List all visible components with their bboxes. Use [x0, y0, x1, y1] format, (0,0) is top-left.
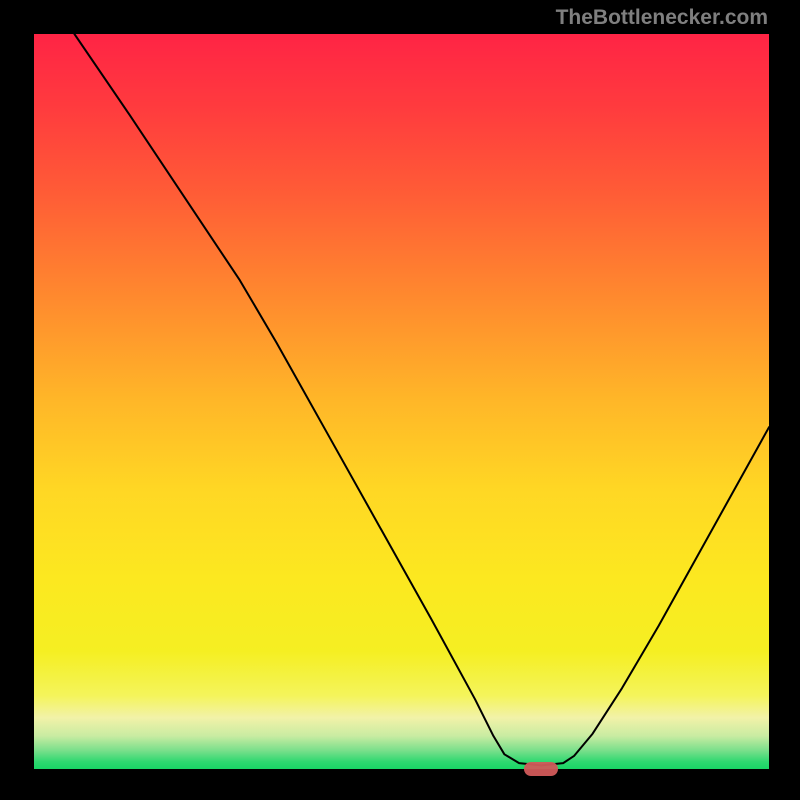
curve-line [34, 34, 769, 769]
chart-frame: TheBottlenecker.com [0, 0, 800, 800]
plot-area [34, 34, 769, 769]
watermark-text: TheBottlenecker.com [556, 6, 768, 30]
minimum-marker [524, 762, 558, 776]
